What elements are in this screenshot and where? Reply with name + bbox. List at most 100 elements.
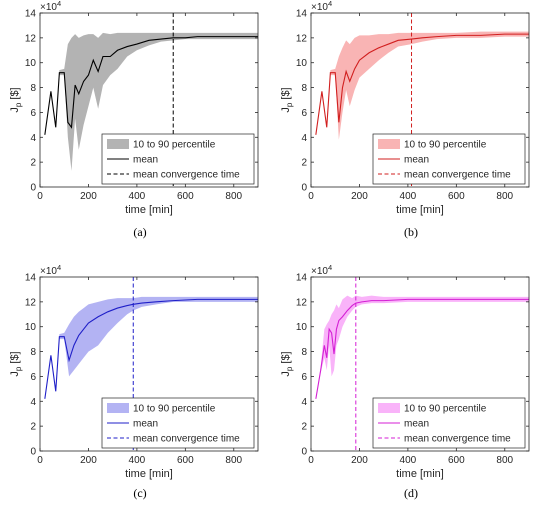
y-tick-label: 10 bbox=[296, 58, 308, 69]
y-exponent-label: ×104 bbox=[40, 0, 61, 13]
exponent-power: 4 bbox=[328, 0, 332, 8]
y-tick-label: 0 bbox=[30, 447, 36, 458]
legend-entry: mean bbox=[133, 155, 158, 166]
legend-swatch-band bbox=[378, 139, 400, 149]
y-tick-label: 10 bbox=[296, 322, 308, 333]
y-label-sub: p bbox=[285, 366, 294, 371]
x-tick-label: 200 bbox=[80, 191, 97, 202]
legend: 10 to 90 percentile mean mean convergence … bbox=[101, 133, 255, 185]
x-tick-label: 800 bbox=[496, 191, 513, 202]
exponent-power: 4 bbox=[57, 263, 61, 272]
legend-swatch-band bbox=[107, 139, 129, 149]
axes-box bbox=[310, 12, 530, 188]
legend-entry: mean convergence time bbox=[133, 170, 240, 181]
percentile-band bbox=[44, 32, 258, 171]
y-tick-label: 12 bbox=[296, 297, 308, 308]
y-label-main: J bbox=[280, 371, 292, 377]
x-tick-label: 800 bbox=[496, 455, 513, 466]
y-tick-label: 2 bbox=[30, 158, 36, 169]
y-label-sub: p bbox=[14, 366, 23, 371]
y-tick-label: 2 bbox=[301, 422, 307, 433]
exponent-power: 4 bbox=[328, 263, 332, 272]
y-tick-label: 0 bbox=[301, 183, 307, 194]
x-tick-label: 200 bbox=[351, 191, 368, 202]
y-exponent-label: ×104 bbox=[311, 0, 332, 13]
y-tick-label: 6 bbox=[301, 108, 307, 119]
mean-line bbox=[315, 33, 529, 135]
panel-caption: (c) bbox=[133, 486, 146, 500]
mean-line bbox=[44, 36, 258, 135]
x-tick-label: 400 bbox=[400, 455, 417, 466]
legend-entry: 10 to 90 percentile bbox=[133, 404, 216, 415]
x-tick-label: 400 bbox=[129, 455, 146, 466]
y-tick-label: 14 bbox=[296, 9, 308, 20]
x-tick-label: 800 bbox=[225, 455, 242, 466]
legend-entry: 10 to 90 percentile bbox=[133, 140, 216, 151]
legend: 10 to 90 percentile mean mean convergence … bbox=[372, 397, 526, 449]
percentile-band bbox=[315, 295, 529, 399]
y-tick-label: 10 bbox=[25, 58, 37, 69]
y-tick-label: 10 bbox=[25, 322, 37, 333]
legend-swatch-band bbox=[107, 403, 129, 413]
percentile-band bbox=[315, 31, 529, 140]
x-tick-label: 0 bbox=[37, 191, 43, 202]
y-tick-label: 6 bbox=[30, 108, 36, 119]
y-label-unit: [$] bbox=[280, 87, 292, 102]
axes-box bbox=[39, 12, 259, 188]
x-tick-label: 800 bbox=[225, 191, 242, 202]
y-axis-label: Jp [$] bbox=[280, 87, 294, 112]
exponent-base: ×10 bbox=[40, 266, 57, 277]
legend: 10 to 90 percentile mean mean convergence … bbox=[101, 397, 255, 449]
exponent-base: ×10 bbox=[311, 2, 328, 13]
y-label-main: J bbox=[9, 371, 21, 377]
y-tick-label: 12 bbox=[25, 33, 37, 44]
x-axis-label: time [min] bbox=[396, 204, 444, 216]
exponent-power: 4 bbox=[57, 0, 61, 8]
y-tick-label: 0 bbox=[30, 183, 36, 194]
y-label-main: J bbox=[280, 107, 292, 113]
legend: 10 to 90 percentile mean mean convergence … bbox=[372, 133, 526, 185]
x-tick-label: 0 bbox=[308, 455, 314, 466]
y-exponent-label: ×104 bbox=[40, 263, 61, 277]
y-label-unit: [$] bbox=[280, 351, 292, 366]
x-tick-label: 200 bbox=[351, 455, 368, 466]
legend-entry: mean convergence time bbox=[133, 434, 240, 445]
y-label-sub: p bbox=[285, 102, 294, 107]
legend-entry: mean bbox=[404, 155, 429, 166]
panel-caption: (d) bbox=[404, 486, 418, 500]
y-tick-label: 14 bbox=[296, 273, 308, 284]
legend-entry: mean bbox=[404, 419, 429, 430]
panel-caption: (b) bbox=[404, 225, 418, 239]
y-tick-label: 6 bbox=[301, 372, 307, 383]
x-tick-label: 400 bbox=[129, 191, 146, 202]
y-axis-label: Jp [$] bbox=[280, 351, 294, 376]
y-label-sub: p bbox=[14, 102, 23, 107]
legend-entry: 10 to 90 percentile bbox=[404, 404, 487, 415]
y-label-unit: [$] bbox=[9, 351, 21, 366]
y-tick-label: 2 bbox=[30, 422, 36, 433]
x-tick-label: 600 bbox=[448, 455, 465, 466]
x-tick-label: 600 bbox=[177, 455, 194, 466]
y-tick-label: 14 bbox=[25, 9, 37, 20]
y-axis-label: Jp [$] bbox=[9, 87, 23, 112]
panel-caption: (a) bbox=[133, 225, 146, 239]
x-tick-label: 0 bbox=[308, 191, 314, 202]
y-exponent-label: ×104 bbox=[311, 263, 332, 277]
mean-line bbox=[315, 298, 529, 399]
y-tick-label: 8 bbox=[301, 83, 307, 94]
y-label-unit: [$] bbox=[9, 87, 21, 102]
y-tick-label: 8 bbox=[301, 347, 307, 358]
x-axis-label: time [min] bbox=[125, 468, 173, 480]
y-tick-label: 6 bbox=[30, 372, 36, 383]
exponent-base: ×10 bbox=[311, 266, 328, 277]
y-tick-label: 8 bbox=[30, 347, 36, 358]
legend-entry: mean convergence time bbox=[404, 434, 511, 445]
legend-entry: 10 to 90 percentile bbox=[404, 140, 487, 151]
x-tick-label: 600 bbox=[177, 191, 194, 202]
x-tick-label: 200 bbox=[80, 455, 97, 466]
y-tick-label: 14 bbox=[25, 273, 37, 284]
y-tick-label: 0 bbox=[301, 447, 307, 458]
